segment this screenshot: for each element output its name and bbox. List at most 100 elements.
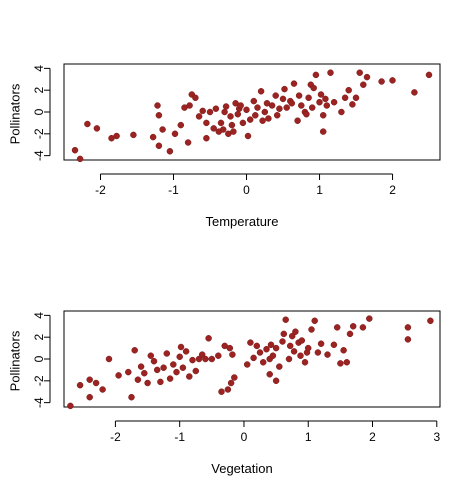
data-point: [227, 379, 235, 387]
data-point: [192, 94, 199, 102]
x-tick-label: -1: [168, 183, 179, 197]
data-point: [272, 92, 279, 99]
data-point: [311, 317, 318, 325]
data-point: [308, 104, 316, 111]
data-point: [67, 402, 74, 410]
data-point: [269, 352, 277, 359]
data-point: [171, 130, 179, 138]
data-point: [84, 120, 91, 128]
data-point: [86, 376, 93, 383]
data-point: [352, 94, 360, 102]
y-axis-title: Pollinators: [7, 330, 22, 391]
data-point: [226, 344, 234, 352]
y-tick-label: 2: [32, 334, 46, 341]
data-point: [202, 355, 209, 363]
x-tick-label: 2: [389, 183, 396, 197]
x-tick-label: 0: [241, 430, 248, 444]
data-point: [272, 344, 280, 352]
data-point: [425, 71, 433, 79]
data-point: [76, 155, 84, 163]
data-point: [341, 94, 349, 102]
data-point: [252, 112, 259, 119]
data-point: [184, 139, 192, 146]
y-axis-title: Pollinators: [7, 83, 22, 144]
data-point: [319, 112, 327, 119]
data-point: [265, 115, 272, 122]
data-point: [154, 102, 161, 109]
data-point: [203, 119, 210, 127]
data-point: [286, 342, 294, 350]
data-point: [250, 97, 258, 105]
data-point: [166, 375, 174, 382]
data-point: [218, 388, 225, 395]
data-point: [186, 102, 193, 109]
data-point: [227, 113, 234, 120]
data-point: [292, 328, 299, 335]
data-point: [182, 348, 190, 355]
data-point: [330, 341, 338, 349]
data-point: [297, 352, 304, 359]
data-point: [141, 369, 148, 377]
data-point: [237, 102, 244, 109]
data-point: [304, 344, 312, 352]
data-point: [179, 364, 187, 371]
data-point: [404, 324, 412, 331]
x-tick-label: 1: [305, 430, 312, 444]
data-point: [294, 117, 301, 124]
data-point: [349, 323, 357, 330]
data-point: [195, 113, 203, 120]
data-point: [280, 330, 288, 338]
data-point: [283, 104, 290, 111]
data-point: [243, 106, 250, 114]
data-point: [322, 95, 329, 103]
data-point: [229, 351, 236, 358]
x-axis-title: Vegetation: [211, 461, 272, 476]
data-point: [345, 86, 352, 94]
data-point: [279, 95, 287, 103]
data-point: [308, 326, 315, 333]
plot-frame: [63, 63, 441, 161]
data-point: [130, 131, 137, 139]
data-point: [221, 108, 228, 116]
data-point: [281, 85, 288, 93]
data-point: [128, 393, 135, 401]
data-point: [273, 112, 281, 119]
y-tick-label: 4: [32, 312, 46, 319]
data-point: [166, 148, 174, 155]
data-point: [330, 98, 338, 106]
data-point: [195, 355, 203, 363]
data-point: [222, 103, 230, 110]
data-point: [314, 349, 322, 356]
data-point: [105, 355, 113, 363]
y-tick-label: 2: [32, 87, 46, 94]
x-tick-label: -2: [110, 430, 121, 444]
data-point: [224, 386, 232, 393]
data-point: [356, 69, 363, 76]
data-point: [259, 359, 267, 366]
data-point: [317, 340, 325, 347]
data-point: [346, 330, 354, 338]
data-point: [324, 351, 331, 358]
data-point: [86, 393, 93, 401]
data-point: [359, 324, 367, 331]
data-point: [338, 108, 345, 116]
data-point: [206, 108, 214, 116]
y-tick-label: 0: [32, 108, 46, 115]
data-point: [205, 335, 212, 342]
data-point: [254, 104, 261, 111]
data-point: [177, 121, 185, 129]
data-point: [263, 345, 270, 353]
data-point: [153, 366, 161, 374]
data-point: [198, 351, 206, 358]
x-tick-label: -1: [174, 430, 185, 444]
data-point: [288, 100, 296, 107]
data-point: [137, 363, 145, 370]
data-point: [239, 119, 247, 127]
data-point: [155, 142, 163, 150]
data-point: [276, 363, 283, 370]
data-point: [203, 134, 210, 142]
data-point: [343, 359, 351, 366]
data-point: [301, 359, 309, 366]
data-point: [268, 102, 276, 109]
